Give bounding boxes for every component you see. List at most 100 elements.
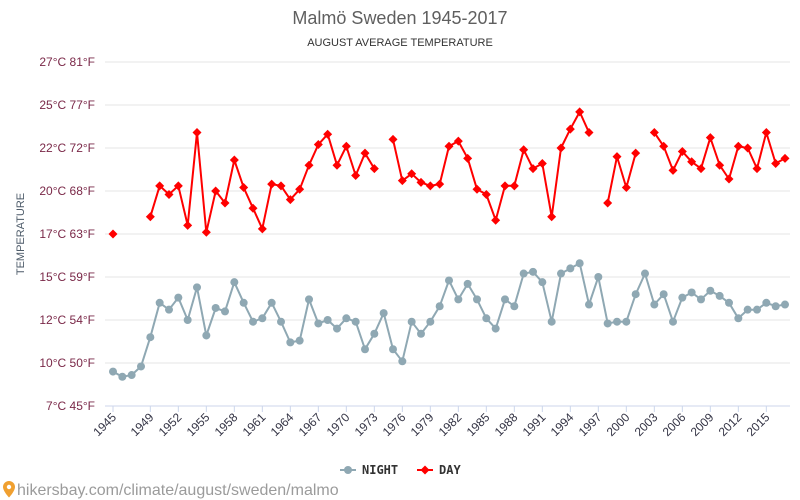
day-point <box>360 148 370 158</box>
location-pin-icon <box>3 481 15 498</box>
night-point <box>155 298 164 307</box>
day-point <box>584 128 594 138</box>
day-point <box>724 174 734 184</box>
day-point <box>229 155 239 165</box>
legend-night-marker <box>344 466 352 474</box>
night-point <box>631 290 640 299</box>
night-point <box>295 336 304 345</box>
night-point <box>342 314 351 323</box>
day-point <box>668 165 678 175</box>
night-point <box>622 317 631 326</box>
night-point <box>277 317 285 326</box>
night-point <box>361 345 369 354</box>
night-point <box>715 291 724 300</box>
night-point <box>519 269 528 278</box>
night-point <box>678 293 687 302</box>
day-point <box>313 140 323 150</box>
night-point <box>174 293 183 302</box>
night-point <box>249 317 257 326</box>
night-point <box>538 278 547 287</box>
day-point <box>705 133 715 143</box>
footer: hikersbay.com/climate/august/sweden/malm… <box>3 481 339 499</box>
legend-day-marker <box>420 465 430 475</box>
day-point <box>537 158 547 168</box>
day-series <box>108 107 790 239</box>
night-point <box>146 333 155 342</box>
night-point <box>314 319 323 328</box>
day-point <box>285 195 295 205</box>
night-point <box>557 269 565 278</box>
day-point <box>472 184 482 194</box>
night-point <box>697 295 705 304</box>
night-point <box>706 286 715 295</box>
day-point <box>397 176 407 186</box>
night-point <box>547 317 556 326</box>
y-tick-label: 12°C 54°F <box>39 313 95 327</box>
y-tick-label: 15°C 59°F <box>39 270 95 284</box>
night-point <box>127 371 136 380</box>
night-point <box>417 329 425 338</box>
day-point <box>556 143 566 153</box>
y-tick-label: 27°C 81°F <box>39 55 95 69</box>
night-point <box>165 305 173 314</box>
day-point <box>369 164 379 174</box>
night-point <box>193 283 201 292</box>
day-point <box>453 136 463 146</box>
night-point <box>473 295 481 304</box>
day-point <box>752 164 762 174</box>
day-point <box>145 212 155 222</box>
location-pin-hole <box>6 484 12 490</box>
day-point <box>649 128 659 138</box>
night-point <box>463 279 472 288</box>
day-point <box>743 143 753 153</box>
night-point <box>239 298 248 307</box>
night-point <box>230 278 239 287</box>
night-point <box>211 303 220 312</box>
chart-subtitle: AUGUST AVERAGE TEMPERATURE <box>307 37 493 49</box>
footer-watermark: hikersbay.com/climate/august/sweden/malm… <box>17 482 339 499</box>
night-point <box>407 317 416 326</box>
day-point <box>173 181 183 191</box>
day-point <box>332 160 342 170</box>
night-point <box>305 295 313 304</box>
day-point <box>621 183 631 193</box>
night-point <box>529 267 537 276</box>
night-point <box>435 302 444 311</box>
night-point <box>351 317 360 326</box>
day-point <box>575 107 585 117</box>
night-point <box>202 331 211 340</box>
location-pin-shape <box>3 481 15 498</box>
day-point <box>687 157 697 167</box>
day-point <box>677 146 687 156</box>
night-point <box>613 317 621 326</box>
night-point <box>753 305 761 314</box>
night-point <box>603 319 612 328</box>
day-point <box>425 181 435 191</box>
night-point <box>687 288 696 297</box>
night-point <box>575 259 584 268</box>
night-point <box>426 317 435 326</box>
night-point <box>781 300 789 309</box>
night-point <box>771 302 780 311</box>
day-point <box>201 227 211 237</box>
day-point <box>248 203 258 213</box>
night-point <box>221 307 229 316</box>
day-point <box>491 215 501 225</box>
day-point <box>295 184 305 194</box>
night-point <box>389 345 397 354</box>
day-point <box>612 152 622 162</box>
day-point <box>519 145 529 155</box>
day-line-segment <box>392 110 590 222</box>
night-point <box>454 295 463 304</box>
day-point <box>780 153 790 163</box>
night-point <box>445 276 453 285</box>
night-point <box>641 269 649 278</box>
night-point <box>370 329 379 338</box>
day-point <box>509 181 519 191</box>
night-series <box>109 259 789 381</box>
day-point <box>304 160 314 170</box>
day-point <box>155 181 165 191</box>
night-point <box>109 367 117 376</box>
legend-day-label: DAY <box>439 463 461 477</box>
